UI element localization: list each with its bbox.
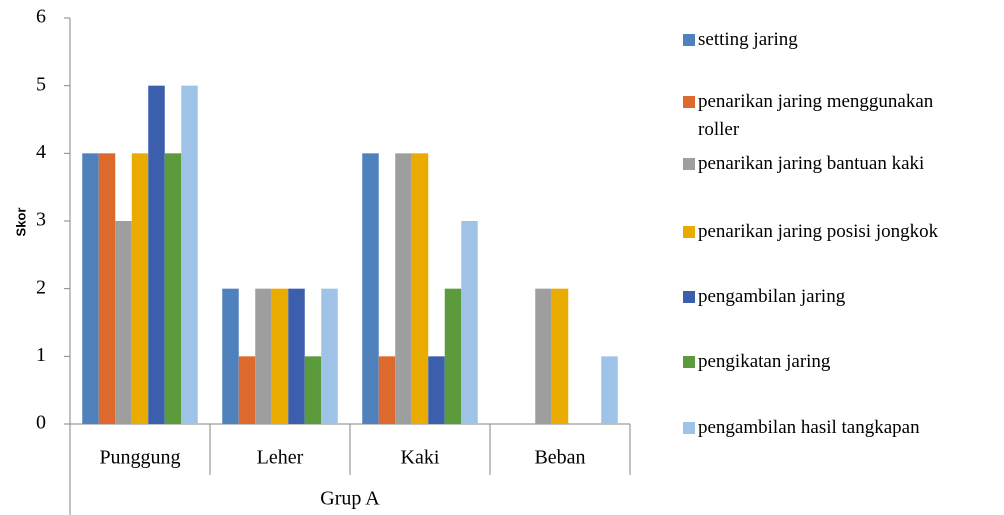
legend-label: penarikan jaring bantuan kaki	[698, 153, 925, 174]
bar	[362, 153, 379, 425]
y-tick-label: 3	[36, 209, 46, 231]
bar	[115, 221, 132, 424]
legend-label: penarikan jaring menggunakan roller	[698, 91, 934, 140]
bar	[461, 221, 478, 424]
bar	[82, 153, 99, 425]
bar	[181, 85, 198, 425]
legend-swatch	[683, 356, 695, 368]
bar	[304, 356, 322, 424]
y-tick-label: 2	[36, 276, 46, 298]
bar	[222, 288, 239, 424]
x-tick-label: Punggung	[99, 447, 180, 469]
bar	[321, 288, 338, 424]
x-tick-label: Kaki	[401, 447, 440, 469]
bar	[395, 153, 412, 425]
x-tick-label: Leher	[257, 447, 304, 469]
legend-swatch	[683, 158, 695, 170]
y-tick-label: 5	[36, 73, 46, 95]
legend-swatch	[683, 422, 695, 434]
legend-swatch	[683, 226, 695, 238]
legend-item: penarikan jaring menggunakan roller	[683, 88, 960, 144]
bar	[601, 356, 618, 424]
legend-item: pengikatan jaring	[683, 348, 830, 376]
bar	[535, 288, 552, 424]
legend-label: pengikatan jaring	[698, 351, 831, 372]
legend-label: penarikan jaring posisi jongkok	[698, 221, 939, 242]
x-tick-label: Beban	[534, 447, 585, 469]
bar	[131, 153, 149, 425]
bar	[255, 288, 272, 424]
legend-swatch	[683, 34, 695, 46]
legend-swatch	[683, 291, 695, 303]
legend-item: pengambilan hasil tangkapan	[683, 414, 920, 442]
legend-label: setting jaring	[698, 29, 798, 50]
bar	[428, 356, 445, 424]
bar	[551, 288, 569, 424]
legend-item: setting jaring	[683, 26, 798, 54]
legend-label: pengambilan hasil tangkapan	[698, 417, 920, 438]
legend-item: pengambilan jaring	[683, 283, 845, 311]
y-axis-label: Skor	[13, 208, 28, 237]
legend-item: penarikan jaring posisi jongkok	[683, 218, 938, 246]
bar	[378, 356, 396, 424]
legend-swatch	[683, 96, 695, 108]
legend-label: pengambilan jaring	[698, 286, 846, 307]
legend-item: penarikan jaring bantuan kaki	[683, 150, 924, 178]
bar	[238, 356, 256, 424]
y-tick-label: 1	[36, 344, 46, 366]
bar	[98, 153, 116, 425]
bar	[411, 153, 429, 425]
y-tick-label: 6	[36, 6, 46, 28]
bar	[444, 288, 462, 424]
y-tick-label: 0	[36, 412, 46, 434]
bar	[288, 288, 305, 424]
y-tick-label: 4	[36, 141, 46, 163]
bar	[148, 85, 165, 425]
group-label: Grup A	[320, 488, 380, 510]
bar	[164, 153, 182, 425]
bar	[271, 288, 289, 424]
